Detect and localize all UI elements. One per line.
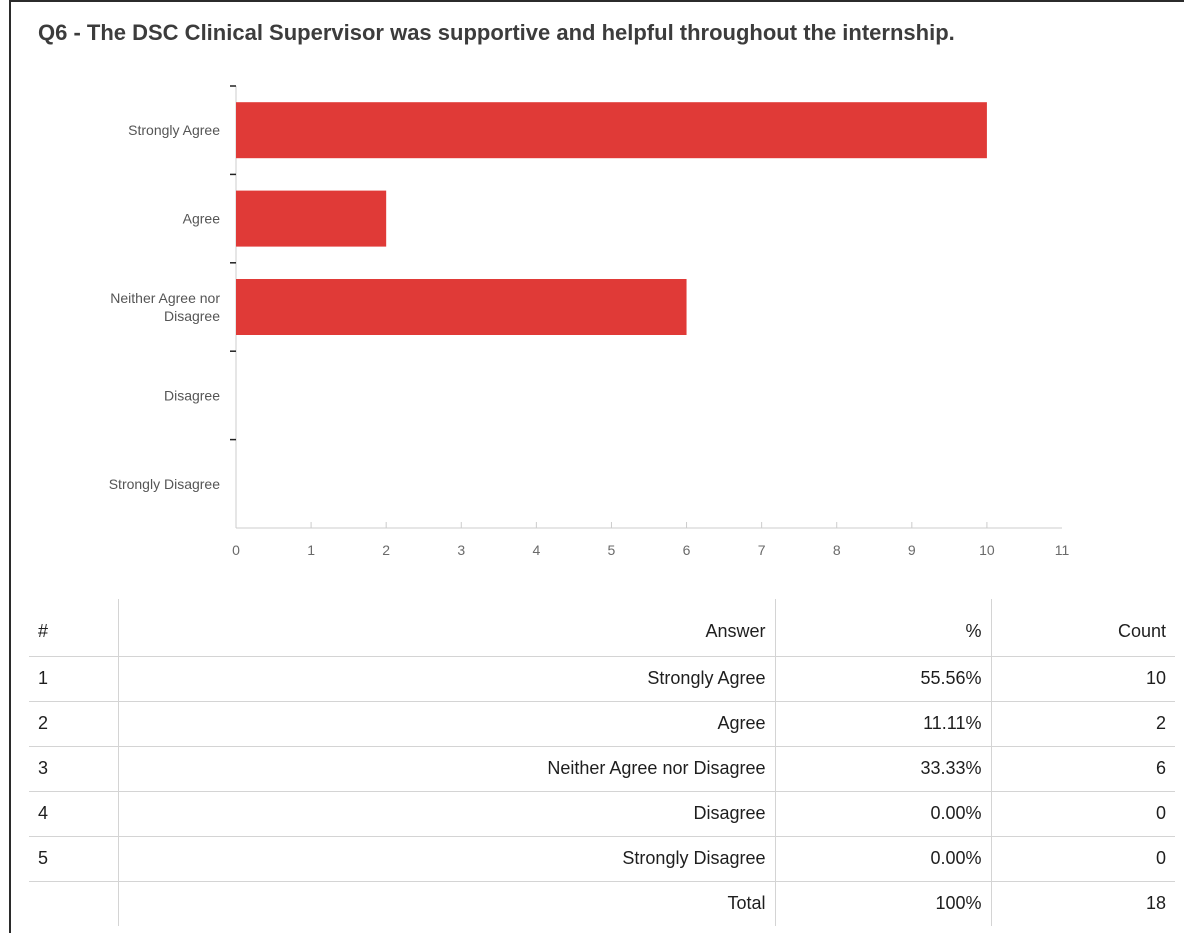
bar (236, 102, 987, 159)
row-count: 0 (1155, 803, 1166, 823)
x-tick-label: 2 (382, 542, 390, 558)
category-label-line: Neither Agree nor (110, 290, 220, 306)
bar-chart: Strongly Agree Agree Neither Agree nor Disa… (109, 85, 1070, 558)
row-count: 10 (1145, 668, 1166, 688)
row-count: 0 (1155, 848, 1166, 868)
x-tick-label: 0 (232, 542, 240, 558)
row-percent: 33.33% (775, 746, 992, 791)
x-tick-label: 1 (307, 542, 315, 558)
row-percent: 0.00% (775, 791, 992, 836)
row-number: 1 (38, 668, 49, 688)
row-percent: 55.56% (775, 656, 992, 701)
x-tick-label: 9 (908, 542, 916, 558)
row-number: 5 (38, 848, 49, 868)
row-count: 6 (1155, 758, 1166, 778)
category-label-line: Strongly Disagree (109, 476, 220, 492)
total-label: Total (117, 881, 776, 926)
header-number: # (38, 620, 49, 641)
total-number (29, 881, 118, 926)
row-answer: Strongly Agree (117, 656, 776, 701)
header-answer: Answer (117, 599, 776, 656)
category-label: Strongly Agree (128, 122, 220, 138)
table-row: 3 Neither Agree nor Disagree 33.33% 6 (29, 746, 1175, 791)
category-label-line: Disagree (164, 308, 220, 324)
row-answer: Neither Agree nor Disagree (117, 746, 776, 791)
row-answer: Disagree (117, 791, 776, 836)
row-number: 4 (38, 803, 49, 823)
row-number: 3 (38, 758, 49, 778)
x-tick-label: 4 (532, 542, 540, 558)
header-percent: % (775, 599, 992, 656)
row-percent: 11.11% (775, 701, 992, 746)
table-header-row: # Answer % Count (29, 599, 1175, 656)
x-tick-label: 8 (833, 542, 841, 558)
row-count: 2 (1155, 713, 1166, 733)
table-row: 2 Agree 11.11% 2 (29, 701, 1175, 746)
table-row: 5 Strongly Disagree 0.00% 0 (29, 836, 1175, 881)
bar (236, 190, 387, 247)
row-percent: 0.00% (775, 836, 992, 881)
x-tick-label: 7 (758, 542, 766, 558)
x-tick-label: 6 (683, 542, 691, 558)
row-answer: Strongly Disagree (117, 836, 776, 881)
x-tick-label: 10 (979, 542, 995, 558)
x-tick-label: 11 (1055, 542, 1070, 558)
category-label-line: Agree (183, 211, 221, 227)
category-label: Neither Agree nor Disagree (110, 290, 220, 324)
category-label-line: Disagree (164, 387, 220, 403)
question-title: Q6 - The DSC Clinical Supervisor was sup… (38, 20, 955, 45)
category-label-line: Strongly Agree (128, 122, 220, 138)
row-answer: Agree (117, 701, 776, 746)
panel-frame (9, 0, 1184, 933)
table-row: 4 Disagree 0.00% 0 (29, 791, 1175, 836)
header-count: Count (1117, 620, 1166, 641)
bar (236, 279, 687, 335)
row-number: 2 (38, 713, 49, 733)
table-total-row: Total 100% 18 (29, 881, 1175, 926)
category-label: Strongly Disagree (109, 476, 220, 492)
results-table: # Answer % Count 1 Strongly Agree 55.56%… (29, 599, 1175, 926)
category-label: Agree (183, 211, 221, 227)
table-row: 1 Strongly Agree 55.56% 10 (29, 656, 1175, 701)
total-percent: 100% (775, 881, 992, 926)
total-count: 18 (1145, 893, 1166, 914)
category-label: Disagree (164, 387, 220, 403)
x-tick-label: 3 (457, 542, 465, 558)
x-tick-label: 5 (608, 542, 616, 558)
